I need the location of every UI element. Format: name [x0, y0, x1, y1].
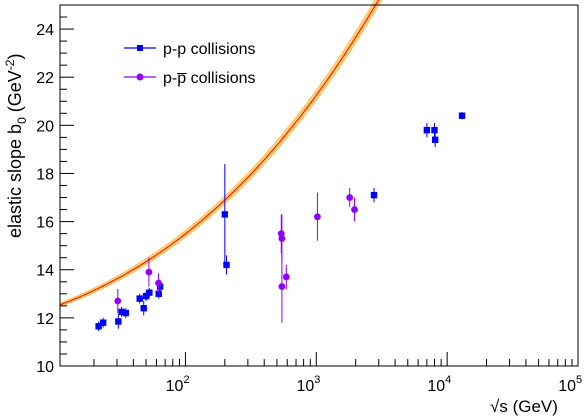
data-point-ppbar	[145, 268, 153, 276]
y-axis-label-unit-close: )	[5, 54, 25, 60]
x-tick-label-exponent: 5	[576, 374, 582, 386]
y-tick-label: 14	[36, 263, 54, 280]
data-point-pp	[458, 112, 466, 119]
data-point-ppbar	[155, 279, 162, 287]
y-tick-label: 20	[36, 118, 54, 135]
data-point-ppbar	[114, 297, 122, 305]
data-point-pp	[223, 261, 230, 269]
fit-curve	[59, 0, 379, 306]
data-point-pp	[99, 319, 107, 326]
x-axis-label: √s (GeV)	[490, 397, 558, 416]
x-tick-label-exponent: 3	[314, 374, 320, 386]
y-tick-label: 24	[36, 22, 54, 39]
x-tick-label-exponent: 4	[445, 374, 451, 386]
data-point-pp	[146, 289, 153, 296]
y-axis-label: elastic slope b0 (GeV-2)	[3, 54, 29, 238]
plot-frame	[59, 4, 579, 367]
x-tick-label: 10	[166, 378, 184, 395]
sqrt-symbol: √	[490, 397, 500, 416]
data-point-ppbar	[278, 235, 286, 242]
legend-entry-ppbar: p-p̅ collisions	[124, 70, 255, 87]
data-point-ppbar	[346, 194, 354, 201]
x-tick-label: 10	[296, 378, 314, 395]
data-point-pp	[118, 308, 125, 316]
legend-label-pp: p-p collisions	[163, 41, 255, 58]
data-point-ppbar	[351, 206, 358, 213]
fit-line	[59, 0, 379, 306]
y-tick-label: 18	[36, 166, 54, 183]
data-point-pp	[156, 283, 164, 290]
data-point-pp	[95, 323, 102, 330]
data-point-pp	[431, 126, 438, 134]
data-point-pp	[115, 318, 122, 325]
fit-band-area	[59, 0, 383, 308]
x-tick-label: 10	[427, 378, 445, 395]
y-axis-label-text: elastic slope b	[5, 124, 25, 238]
x-tick-label: 10	[558, 378, 576, 395]
y-axis-label-superscript: -2	[3, 59, 17, 70]
legend-entry-pp: p-p collisions	[124, 41, 255, 58]
y-tick-label: 10	[36, 359, 54, 376]
data-points	[95, 112, 466, 332]
legend-label-ppbar: p-p̅ collisions	[163, 70, 255, 87]
data-point-ppbar	[278, 283, 286, 290]
y-tick-label: 22	[36, 70, 54, 87]
legend-marker-ppbar	[136, 73, 144, 81]
data-point-pp	[221, 211, 229, 218]
x-tick-label-exponent: 2	[183, 374, 189, 386]
data-point-pp	[142, 293, 150, 300]
data-point-pp	[155, 290, 162, 297]
x-axis-label-text: s (GeV)	[499, 397, 558, 416]
data-point-pp	[423, 126, 431, 134]
data-point-pp	[140, 305, 147, 312]
y-tick-label: 16	[36, 215, 54, 232]
fit-uncertainty-band	[59, 0, 383, 308]
y-axis-label-unit: (GeV	[5, 70, 25, 117]
legend: p-p collisions p-p̅ collisions	[124, 41, 255, 87]
data-point-ppbar	[282, 273, 290, 281]
y-tick-label: 12	[36, 311, 54, 328]
y-axis-label-subscript: 0	[15, 117, 29, 124]
data-point-ppbar	[314, 213, 321, 221]
legend-marker-pp	[137, 45, 143, 51]
data-point-pp	[431, 136, 439, 143]
data-point-pp	[370, 191, 378, 199]
data-point-pp	[122, 309, 129, 317]
data-point-pp	[136, 295, 143, 302]
